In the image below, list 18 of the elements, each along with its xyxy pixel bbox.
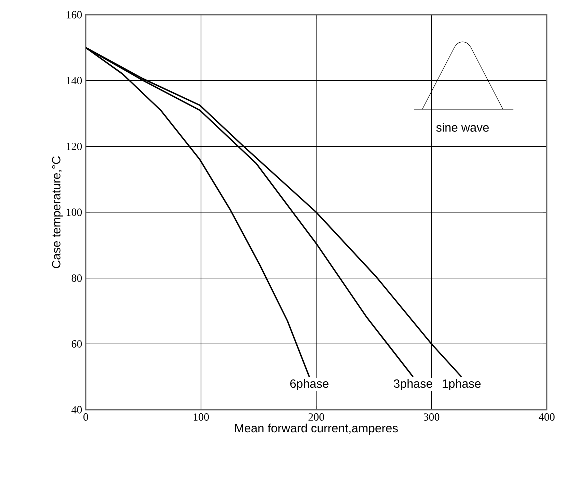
x-tick-label: 400 — [538, 414, 555, 421]
x-tick-label: 100 — [194, 414, 210, 421]
series-label: 1phase — [442, 379, 481, 390]
series-label: 6phase — [290, 379, 329, 390]
y-tick-label: 40 — [72, 406, 82, 414]
x-tick-label: 200 — [308, 414, 324, 421]
y-tick-label: 100 — [66, 208, 82, 216]
y-tick-label: 120 — [66, 142, 82, 150]
y-axis-title: Case temperature,°C — [52, 156, 64, 268]
y-tick-label: 60 — [72, 340, 82, 348]
y-tick-label: 160 — [66, 11, 82, 19]
x-axis-title: Mean forward current,amperes — [235, 424, 398, 436]
y-tick-label: 140 — [66, 77, 82, 85]
series-label: 3phase — [394, 379, 432, 390]
x-tick-label: 0 — [84, 414, 88, 421]
y-tick-label: 80 — [72, 274, 82, 282]
annotation: sine wave — [436, 123, 489, 132]
x-tick-label: 300 — [424, 414, 440, 421]
